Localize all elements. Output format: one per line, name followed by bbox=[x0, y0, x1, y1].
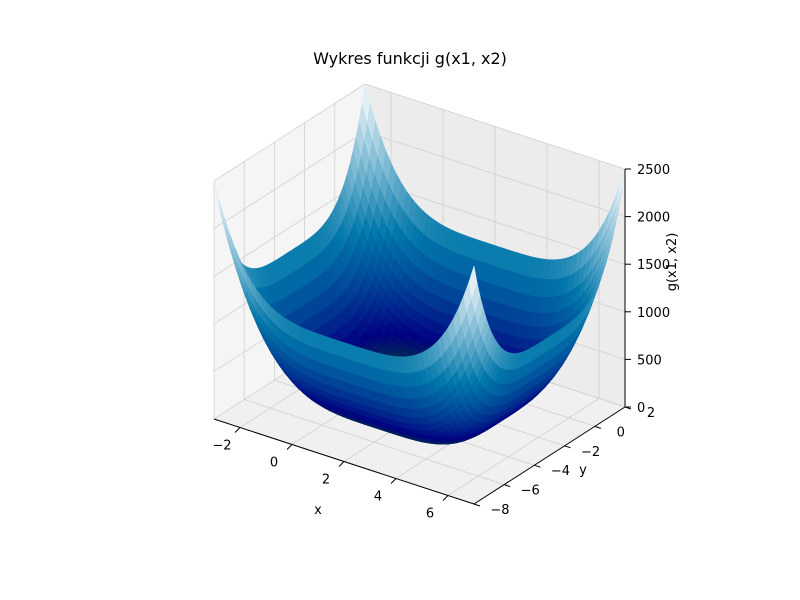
z-tick-label: 1500 bbox=[637, 258, 670, 273]
x-tick-mark bbox=[338, 461, 345, 467]
y-tick-label: −6 bbox=[521, 484, 540, 499]
y-tick-mark bbox=[534, 464, 541, 468]
y-tick-mark bbox=[473, 503, 481, 507]
y-tick-mark bbox=[564, 445, 571, 449]
x-tick-label: 6 bbox=[426, 507, 434, 522]
y-tick-mark bbox=[594, 425, 601, 429]
x-tick-label: 0 bbox=[270, 456, 278, 471]
z-tick-label: 1000 bbox=[637, 306, 670, 321]
surface-mesh bbox=[213, 83, 626, 445]
x-axis-label: x bbox=[314, 503, 322, 518]
x-tick-label: 4 bbox=[374, 490, 382, 505]
surface-patch bbox=[468, 265, 478, 299]
x-tick-label: 2 bbox=[322, 473, 330, 488]
y-tick-label: −2 bbox=[581, 445, 600, 460]
z-tick-label: 2500 bbox=[637, 163, 670, 178]
z-axis-label: g(x1, x2) bbox=[665, 233, 680, 292]
x-tick-mark bbox=[234, 427, 241, 433]
y-axis-label: y bbox=[579, 463, 587, 478]
z-tick-label: 0 bbox=[637, 401, 645, 416]
x-tick-mark bbox=[390, 478, 397, 484]
x-tick-label: −2 bbox=[212, 439, 231, 454]
y-tick-label: 0 bbox=[617, 425, 625, 440]
y-tick-label: −8 bbox=[490, 503, 509, 518]
y-tick-mark bbox=[504, 484, 511, 488]
chart-title: Wykres funkcji g(x1, x2) bbox=[313, 49, 507, 68]
y-axis-line bbox=[473, 406, 626, 505]
z-tick-label: 500 bbox=[637, 353, 662, 368]
x-tick-mark bbox=[286, 444, 293, 450]
x-tick-mark bbox=[442, 495, 449, 501]
y-tick-label: −4 bbox=[551, 464, 570, 479]
y-tick-label: 2 bbox=[647, 406, 655, 421]
z-tick-label: 2000 bbox=[637, 211, 670, 226]
